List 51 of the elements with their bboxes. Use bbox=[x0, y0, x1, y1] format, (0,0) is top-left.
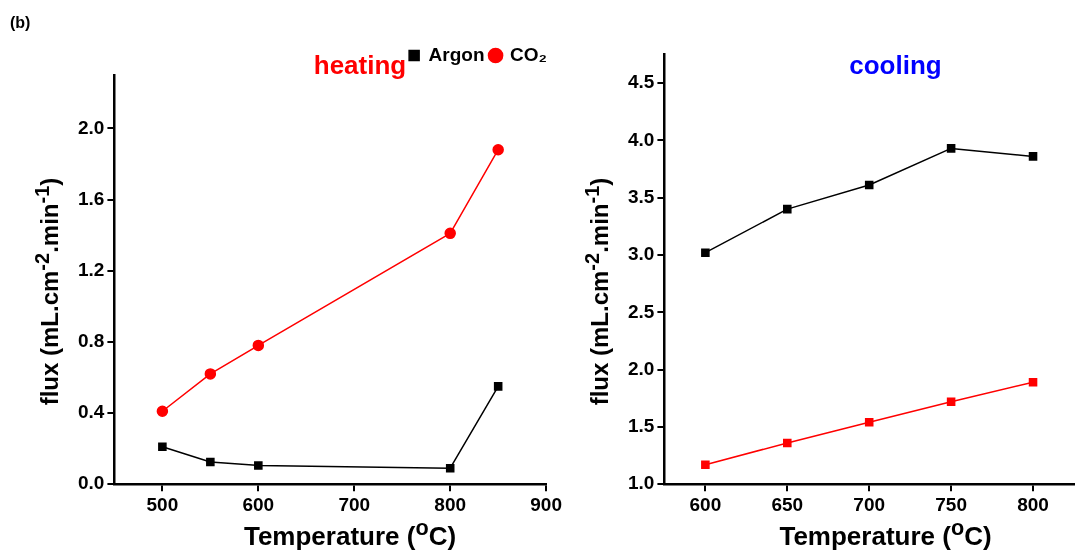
point bbox=[701, 248, 710, 257]
x-tick-label: 600 bbox=[242, 493, 275, 515]
x-tick-label: 650 bbox=[771, 493, 804, 515]
legend-label: CO₂ bbox=[510, 43, 548, 65]
chart-title: heating bbox=[313, 50, 407, 80]
legend-label: Argon bbox=[428, 43, 485, 65]
x-tick-label: 500 bbox=[146, 493, 179, 515]
point bbox=[252, 339, 265, 352]
point bbox=[1028, 152, 1038, 161]
point bbox=[701, 460, 710, 469]
point bbox=[946, 144, 956, 153]
point bbox=[492, 143, 504, 156]
y-tick-label: 0.0 bbox=[77, 472, 105, 494]
y-tick-label: 2.5 bbox=[627, 300, 655, 322]
x-tick-label: 600 bbox=[689, 493, 722, 515]
y-tick-label: 4.5 bbox=[627, 71, 655, 93]
y-tick-label: 2.0 bbox=[627, 357, 655, 379]
y-tick-label: 2.0 bbox=[77, 116, 105, 138]
x-axis-title: Temperature ($^{o}$C) bbox=[778, 515, 993, 552]
y-tick-label: 1.0 bbox=[627, 472, 655, 494]
point bbox=[1028, 377, 1038, 387]
point bbox=[493, 382, 503, 391]
chart-title: cooling bbox=[848, 50, 943, 81]
point bbox=[946, 397, 956, 406]
point bbox=[783, 204, 792, 214]
x-tick-label: 800 bbox=[434, 493, 467, 515]
point bbox=[206, 457, 215, 467]
point bbox=[783, 438, 792, 448]
x-tick-label: 800 bbox=[1017, 493, 1049, 515]
y-tick-label: 1.2 bbox=[77, 258, 105, 280]
point bbox=[204, 368, 217, 380]
x-tick-label: 750 bbox=[935, 493, 967, 515]
y-tick-label: 4.0 bbox=[627, 128, 655, 150]
y-tick-label: 3.0 bbox=[627, 243, 655, 265]
y-tick-label: 1.5 bbox=[627, 415, 655, 437]
point bbox=[156, 405, 169, 418]
y-tick-label: 0.8 bbox=[77, 330, 105, 352]
x-axis-title: Temperature ($^{o}$C) bbox=[242, 515, 458, 552]
point bbox=[158, 442, 167, 452]
x-tick-label: 700 bbox=[338, 493, 371, 515]
x-tick-label: 700 bbox=[853, 493, 886, 515]
y-tick-label: 0.4 bbox=[77, 401, 105, 423]
text: (b) bbox=[10, 14, 31, 32]
point bbox=[445, 463, 455, 473]
point bbox=[864, 180, 874, 190]
point bbox=[254, 461, 263, 470]
point bbox=[864, 418, 874, 427]
x-tick-label: 900 bbox=[530, 493, 562, 515]
point bbox=[444, 227, 456, 240]
y-tick-label: 3.5 bbox=[627, 185, 655, 207]
y-tick-label: 1.6 bbox=[77, 187, 105, 209]
